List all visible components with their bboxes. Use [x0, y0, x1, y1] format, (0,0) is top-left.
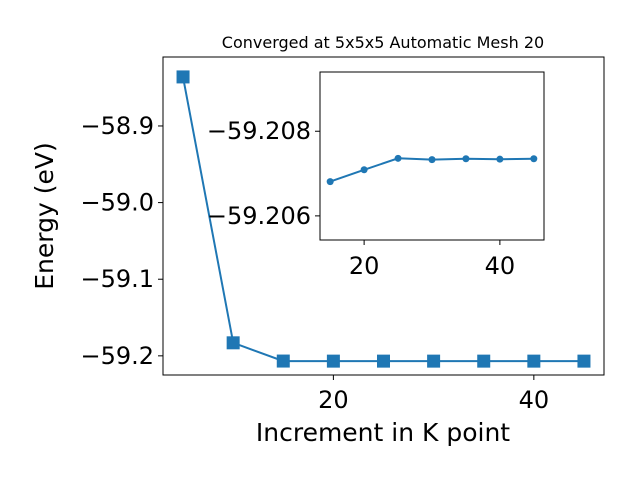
main-data-point: [326, 354, 340, 368]
inset-data-point: [428, 156, 436, 164]
main-y-tick-label: −59.0: [80, 189, 154, 217]
main-y-tick-label: −59.2: [80, 342, 154, 370]
inset-y-tick-label: −59.208: [207, 117, 311, 145]
inset-y-tick-label: −59.206: [207, 202, 311, 230]
inset-data-point: [530, 155, 538, 163]
inset-data-point: [360, 166, 368, 174]
inset-data-point: [496, 155, 504, 163]
y-axis-label: Energy (eV): [30, 142, 59, 289]
chart-title: Converged at 5x5x5 Automatic Mesh 20: [222, 33, 544, 52]
inset-data-point: [462, 155, 470, 163]
main-plot: 20 40 −58.9 −59.0 −59.1 −59.2: [80, 70, 591, 414]
main-axes-frame: [162, 56, 605, 376]
inset-data-point: [394, 154, 402, 162]
main-data-point: [477, 354, 491, 368]
main-data-point: [527, 354, 541, 368]
inset-plot: 20 40 −59.208 −59.206: [207, 117, 538, 280]
main-data-point: [427, 354, 441, 368]
main-data-point: [176, 70, 190, 84]
main-data-point: [276, 354, 290, 368]
x-axis-label: Increment in K point: [256, 418, 510, 447]
inset-x-tick-label: 40: [485, 252, 516, 280]
inset-axes-frame: [319, 71, 545, 241]
main-data-point: [226, 336, 240, 350]
main-data-point: [577, 354, 591, 368]
main-y-tick-label: −58.9: [80, 112, 154, 140]
inset-data-point: [326, 178, 334, 186]
inset-background: [320, 72, 544, 240]
main-y-tick-label: −59.1: [80, 265, 154, 293]
main-data-point: [377, 354, 390, 368]
inset-x-tick-label: 20: [349, 252, 380, 280]
main-x-tick-label: 40: [519, 386, 550, 414]
main-x-tick-label: 20: [318, 386, 349, 414]
